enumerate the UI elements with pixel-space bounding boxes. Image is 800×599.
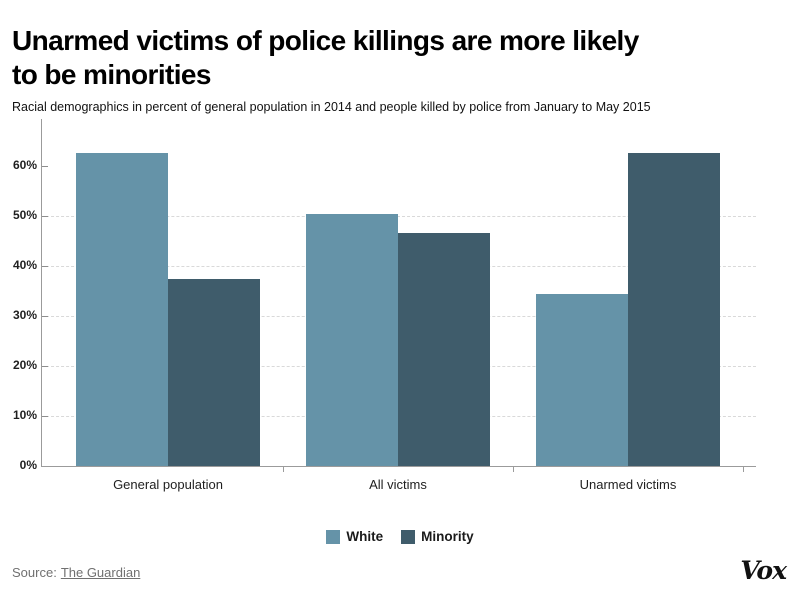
bar-minority-general-population [168, 278, 260, 466]
chart-subtitle: Racial demographics in percent of genera… [12, 99, 651, 114]
source-label: Source: [12, 565, 57, 580]
legend-item-white: White [326, 529, 383, 544]
bar-minority-all-victims [398, 232, 490, 466]
bar-minority-unarmed-victims [628, 152, 720, 466]
source: Source: The Guardian [12, 565, 140, 580]
legend-swatch-white [326, 529, 341, 544]
legend-swatch-minority [401, 529, 416, 544]
y-axis-tick-50 [41, 215, 48, 217]
vox-logo: Vox [740, 556, 787, 585]
y-axis-tick-30 [41, 315, 48, 317]
x-axis-line [41, 466, 756, 467]
legend-label-minority: Minority [421, 529, 474, 544]
x-axis-tick-2 [513, 466, 514, 472]
legend: White Minority [0, 529, 800, 544]
y-axis-label-10: 10% [12, 408, 37, 422]
y-axis-tick-20 [41, 365, 48, 367]
legend-item-minority: Minority [401, 529, 474, 544]
y-axis-label-30: 30% [12, 308, 37, 322]
gridline-50 [41, 215, 756, 217]
x-axis-tick-1 [283, 466, 284, 472]
y-axis-tick-40 [41, 265, 48, 267]
x-axis-label-general-population: General population [113, 477, 223, 492]
y-axis-label-0: 0% [19, 458, 37, 472]
y-axis-label-60: 60% [12, 158, 37, 172]
source-link[interactable]: The Guardian [60, 565, 141, 580]
y-axis-label-40: 40% [12, 258, 37, 272]
chart-title: Unarmed victims of police killings are m… [12, 24, 639, 90]
bar-white-all-victims [306, 213, 398, 466]
x-axis-label-all-victims: All victims [369, 477, 427, 492]
x-axis-label-unarmed-victims: Unarmed victims [579, 477, 677, 492]
y-axis-line [41, 119, 42, 466]
x-axis-tick-3 [743, 466, 744, 472]
y-axis-tick-10 [41, 415, 48, 417]
y-axis-label-20: 20% [12, 358, 37, 372]
bar-white-unarmed-victims [536, 294, 628, 466]
legend-label-white: White [346, 529, 384, 544]
y-axis-label-50: 50% [12, 208, 37, 222]
y-axis-tick-60 [41, 165, 48, 167]
bar-white-general-population [76, 152, 168, 466]
